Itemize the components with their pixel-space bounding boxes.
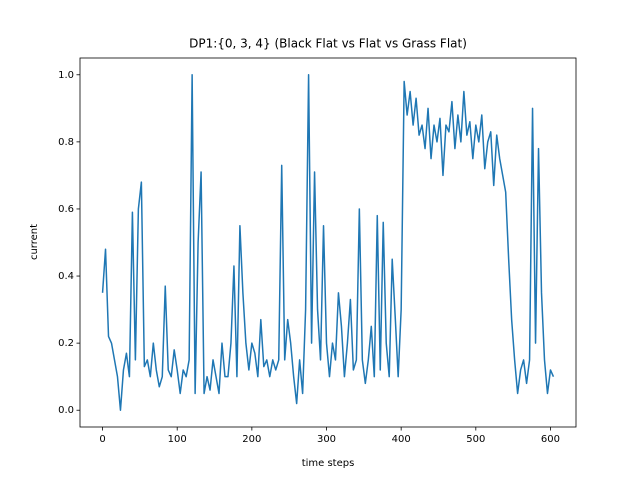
x-tick-label: 400 (392, 434, 411, 445)
axes-frame (79, 57, 577, 428)
y-tick-label: 0.0 (58, 405, 74, 416)
y-tick-label: 0.4 (58, 271, 74, 282)
y-tick-label: 0.8 (58, 137, 74, 148)
chart-title: DP1:{0, 3, 4} (Black Flat vs Flat vs Gra… (189, 37, 467, 51)
plot-area: 0 100 200 300 400 500 600 0.0 0.2 0.4 0.6 0.8 1.0 (58, 70, 560, 445)
x-tick-label: 200 (242, 434, 261, 445)
x-tick-label: 100 (168, 434, 187, 445)
x-tick-label: 0 (99, 434, 105, 445)
x-tick-label: 300 (317, 434, 336, 445)
y-axis-label: current (29, 224, 40, 260)
y-tick-label: 0.2 (58, 338, 74, 349)
y-tick-label: 1.0 (58, 70, 74, 81)
x-axis-label: time steps (302, 458, 355, 469)
data-line (101, 74, 555, 411)
y-tick-label: 0.6 (58, 204, 74, 215)
x-tick-label: 600 (541, 434, 560, 445)
x-tick-label: 500 (466, 434, 485, 445)
